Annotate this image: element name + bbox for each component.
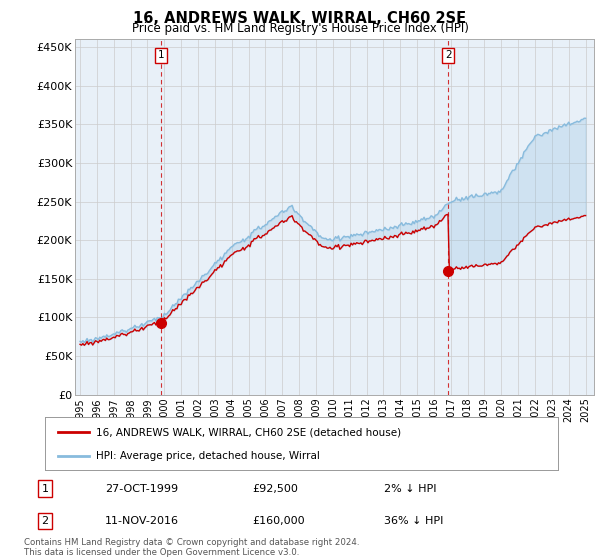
Text: 16, ANDREWS WALK, WIRRAL, CH60 2SE (detached house): 16, ANDREWS WALK, WIRRAL, CH60 2SE (deta… — [97, 427, 401, 437]
Text: HPI: Average price, detached house, Wirral: HPI: Average price, detached house, Wirr… — [97, 450, 320, 460]
Text: 2: 2 — [445, 50, 452, 60]
Text: 16, ANDREWS WALK, WIRRAL, CH60 2SE: 16, ANDREWS WALK, WIRRAL, CH60 2SE — [133, 11, 467, 26]
Text: 1: 1 — [158, 50, 164, 60]
Text: £160,000: £160,000 — [252, 516, 305, 526]
Text: 11-NOV-2016: 11-NOV-2016 — [105, 516, 179, 526]
Text: 2: 2 — [41, 516, 49, 526]
Text: 2% ↓ HPI: 2% ↓ HPI — [384, 484, 437, 494]
Text: 1: 1 — [41, 484, 49, 494]
Text: 27-OCT-1999: 27-OCT-1999 — [105, 484, 178, 494]
Text: £92,500: £92,500 — [252, 484, 298, 494]
Text: Price paid vs. HM Land Registry's House Price Index (HPI): Price paid vs. HM Land Registry's House … — [131, 22, 469, 35]
Text: Contains HM Land Registry data © Crown copyright and database right 2024.
This d: Contains HM Land Registry data © Crown c… — [24, 538, 359, 557]
Text: 36% ↓ HPI: 36% ↓ HPI — [384, 516, 443, 526]
